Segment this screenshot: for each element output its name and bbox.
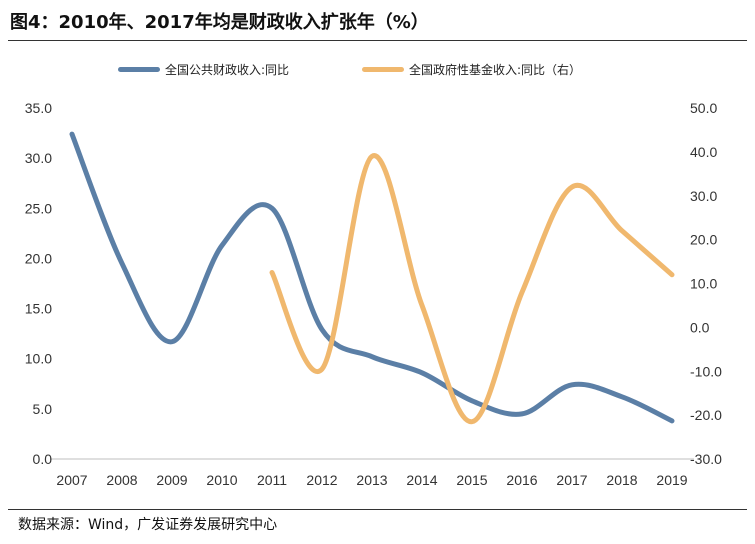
legend-item-series-2: 全国政府性基金收入:同比（右） xyxy=(362,61,581,78)
y-right-tick-label: -10.0 xyxy=(690,363,722,379)
x-tick-label: 2016 xyxy=(506,472,537,488)
legend-label-series-2: 全国政府性基金收入:同比（右） xyxy=(409,63,582,77)
title-divider xyxy=(8,40,747,41)
y-left-tick-label: 10.0 xyxy=(25,351,52,367)
x-tick-label: 2009 xyxy=(156,472,187,488)
y-right-tick-label: 40.0 xyxy=(690,144,717,160)
series-group xyxy=(69,131,675,425)
y-right-tick-label: 0.0 xyxy=(690,319,710,335)
y-left-tick-label: 35.0 xyxy=(25,100,52,116)
legend: 全国公共财政收入:同比 全国政府性基金收入:同比（右） xyxy=(0,61,755,81)
x-tick-label: 2018 xyxy=(606,472,637,488)
x-tick-label: 2014 xyxy=(406,472,437,488)
y-right-tick-label: 50.0 xyxy=(690,100,717,116)
x-tick-label: 2015 xyxy=(456,472,487,488)
y-right-tick-label: -20.0 xyxy=(690,407,722,423)
legend-item-series-1: 全国公共财政收入:同比 xyxy=(118,61,289,78)
series-line-1 xyxy=(69,131,675,424)
x-tick-label: 2017 xyxy=(556,472,587,488)
legend-label-series-1: 全国公共财政收入:同比 xyxy=(165,63,290,77)
y-left-tick-label: 20.0 xyxy=(25,250,52,266)
y-left-tick-label: 30.0 xyxy=(25,150,52,166)
y-left-tick-label: 0.0 xyxy=(33,451,53,467)
y-right-tick-label: -30.0 xyxy=(690,451,722,467)
chart-title: 图4：2010年、2017年均是财政收入扩张年（%） xyxy=(10,12,429,33)
y-left-tick-label: 15.0 xyxy=(25,301,52,317)
x-tick-label: 2013 xyxy=(356,472,387,488)
x-tick-label: 2007 xyxy=(56,472,87,488)
data-source-note: 数据来源：Wind，广发证券发展研究中心 xyxy=(18,517,278,533)
y-left-tick-label: 25.0 xyxy=(25,200,52,216)
legend-swatch-series-2 xyxy=(362,67,404,72)
y-right-tick-label: 20.0 xyxy=(690,232,717,248)
x-tick-label: 2010 xyxy=(206,472,237,488)
series-line-2 xyxy=(269,153,675,425)
legend-swatch-series-1 xyxy=(118,67,160,72)
y-left-tick-label: 5.0 xyxy=(33,401,53,417)
axes-group: 2007 2008 2009 2010 2011 2012 2013 2014 2015 2016… xyxy=(25,100,722,488)
y-right-tick-label: 30.0 xyxy=(690,188,717,204)
footer-divider xyxy=(8,509,747,510)
x-tick-label: 2012 xyxy=(306,472,337,488)
y-right-tick-label: 10.0 xyxy=(690,276,717,292)
x-tick-label: 2019 xyxy=(656,472,687,488)
x-tick-label: 2011 xyxy=(257,472,287,488)
x-tick-label: 2008 xyxy=(106,472,137,488)
